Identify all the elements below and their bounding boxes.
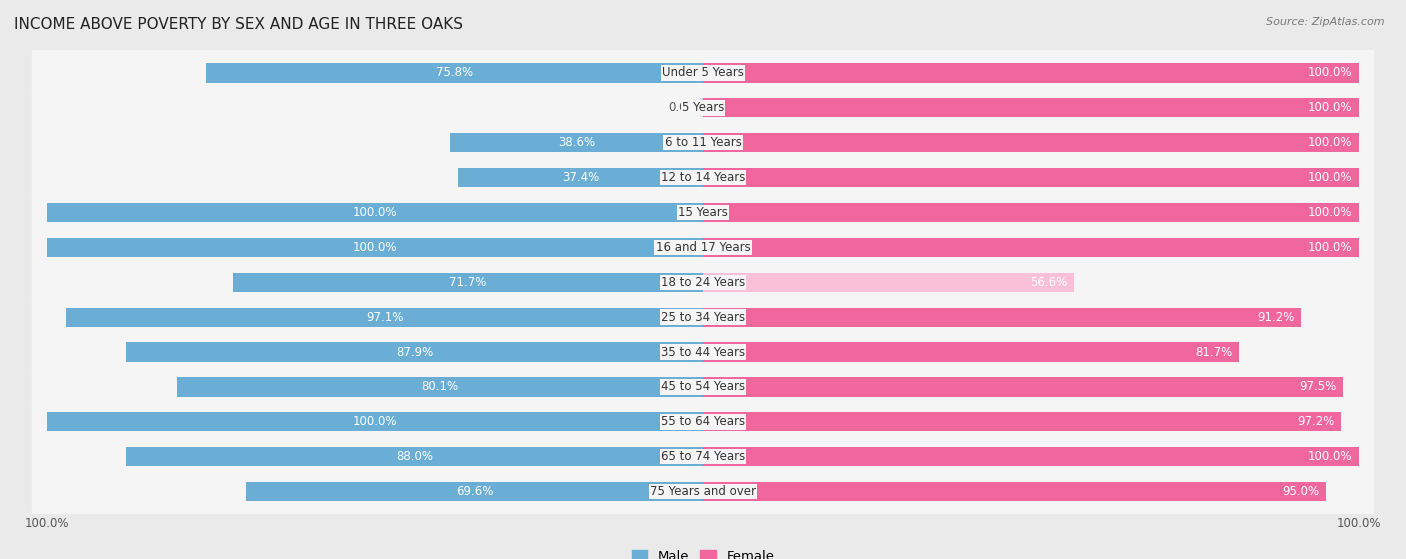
Text: 25 to 34 Years: 25 to 34 Years — [661, 311, 745, 324]
FancyBboxPatch shape — [32, 82, 1374, 134]
Text: 65 to 74 Years: 65 to 74 Years — [661, 450, 745, 463]
Bar — [66, 307, 703, 327]
Text: 6 to 11 Years: 6 to 11 Years — [665, 136, 741, 149]
FancyBboxPatch shape — [32, 151, 1374, 204]
Text: 12 to 14 Years: 12 to 14 Years — [661, 171, 745, 184]
FancyBboxPatch shape — [32, 325, 1374, 378]
Bar — [703, 307, 1302, 327]
Bar — [703, 63, 1360, 83]
FancyBboxPatch shape — [32, 361, 1374, 414]
Bar — [205, 63, 703, 83]
Text: INCOME ABOVE POVERTY BY SEX AND AGE IN THREE OAKS: INCOME ABOVE POVERTY BY SEX AND AGE IN T… — [14, 17, 463, 32]
Text: 100.0%: 100.0% — [1308, 206, 1353, 219]
Text: 56.6%: 56.6% — [1031, 276, 1067, 289]
Legend: Male, Female: Male, Female — [626, 544, 780, 559]
Text: 100.0%: 100.0% — [1337, 517, 1381, 530]
Text: 100.0%: 100.0% — [353, 206, 396, 219]
Text: 16 and 17 Years: 16 and 17 Years — [655, 241, 751, 254]
Bar — [703, 238, 1360, 257]
Bar — [703, 98, 1360, 117]
Text: 55 to 64 Years: 55 to 64 Years — [661, 415, 745, 428]
Bar — [457, 168, 703, 187]
Text: Source: ZipAtlas.com: Source: ZipAtlas.com — [1267, 17, 1385, 27]
Bar — [46, 238, 703, 257]
Bar — [703, 168, 1360, 187]
Text: 100.0%: 100.0% — [1308, 241, 1353, 254]
Text: 97.5%: 97.5% — [1299, 381, 1336, 394]
FancyBboxPatch shape — [32, 46, 1374, 100]
Bar — [703, 343, 1239, 362]
Bar — [127, 343, 703, 362]
Text: 0.0%: 0.0% — [668, 101, 697, 115]
Text: 15 Years: 15 Years — [678, 206, 728, 219]
Text: 18 to 24 Years: 18 to 24 Years — [661, 276, 745, 289]
Text: 80.1%: 80.1% — [422, 381, 458, 394]
FancyBboxPatch shape — [32, 465, 1374, 518]
Text: 88.0%: 88.0% — [396, 450, 433, 463]
Text: 100.0%: 100.0% — [1308, 67, 1353, 79]
Text: 71.7%: 71.7% — [449, 276, 486, 289]
Text: 100.0%: 100.0% — [1308, 101, 1353, 115]
FancyBboxPatch shape — [32, 186, 1374, 239]
Bar — [703, 133, 1360, 153]
Text: 38.6%: 38.6% — [558, 136, 595, 149]
Text: 97.1%: 97.1% — [366, 311, 404, 324]
Text: 95.0%: 95.0% — [1282, 485, 1320, 498]
FancyBboxPatch shape — [32, 430, 1374, 483]
Text: 100.0%: 100.0% — [1308, 450, 1353, 463]
FancyBboxPatch shape — [32, 291, 1374, 344]
Text: 100.0%: 100.0% — [353, 241, 396, 254]
Text: 75.8%: 75.8% — [436, 67, 472, 79]
Bar — [246, 482, 703, 501]
Bar — [703, 377, 1343, 396]
Bar — [177, 377, 703, 396]
Text: 75 Years and over: 75 Years and over — [650, 485, 756, 498]
Text: 91.2%: 91.2% — [1257, 311, 1295, 324]
Bar — [703, 203, 1360, 222]
Bar — [450, 133, 703, 153]
FancyBboxPatch shape — [32, 221, 1374, 274]
Text: Under 5 Years: Under 5 Years — [662, 67, 744, 79]
Bar — [703, 482, 1326, 501]
Text: 37.4%: 37.4% — [561, 171, 599, 184]
Text: 100.0%: 100.0% — [1308, 136, 1353, 149]
Bar — [46, 412, 703, 432]
Bar — [700, 98, 703, 117]
Bar — [703, 412, 1341, 432]
Bar — [703, 273, 1074, 292]
Bar — [703, 447, 1360, 466]
Text: 100.0%: 100.0% — [25, 517, 69, 530]
FancyBboxPatch shape — [32, 116, 1374, 169]
Text: 5 Years: 5 Years — [682, 101, 724, 115]
Text: 100.0%: 100.0% — [353, 415, 396, 428]
Text: 97.2%: 97.2% — [1296, 415, 1334, 428]
Text: 35 to 44 Years: 35 to 44 Years — [661, 345, 745, 358]
FancyBboxPatch shape — [32, 395, 1374, 448]
Text: 81.7%: 81.7% — [1195, 345, 1233, 358]
Bar — [232, 273, 703, 292]
Bar — [125, 447, 703, 466]
Text: 87.9%: 87.9% — [396, 345, 433, 358]
Text: 100.0%: 100.0% — [1308, 171, 1353, 184]
FancyBboxPatch shape — [32, 256, 1374, 309]
Text: 45 to 54 Years: 45 to 54 Years — [661, 381, 745, 394]
Bar — [46, 203, 703, 222]
Text: 69.6%: 69.6% — [456, 485, 494, 498]
